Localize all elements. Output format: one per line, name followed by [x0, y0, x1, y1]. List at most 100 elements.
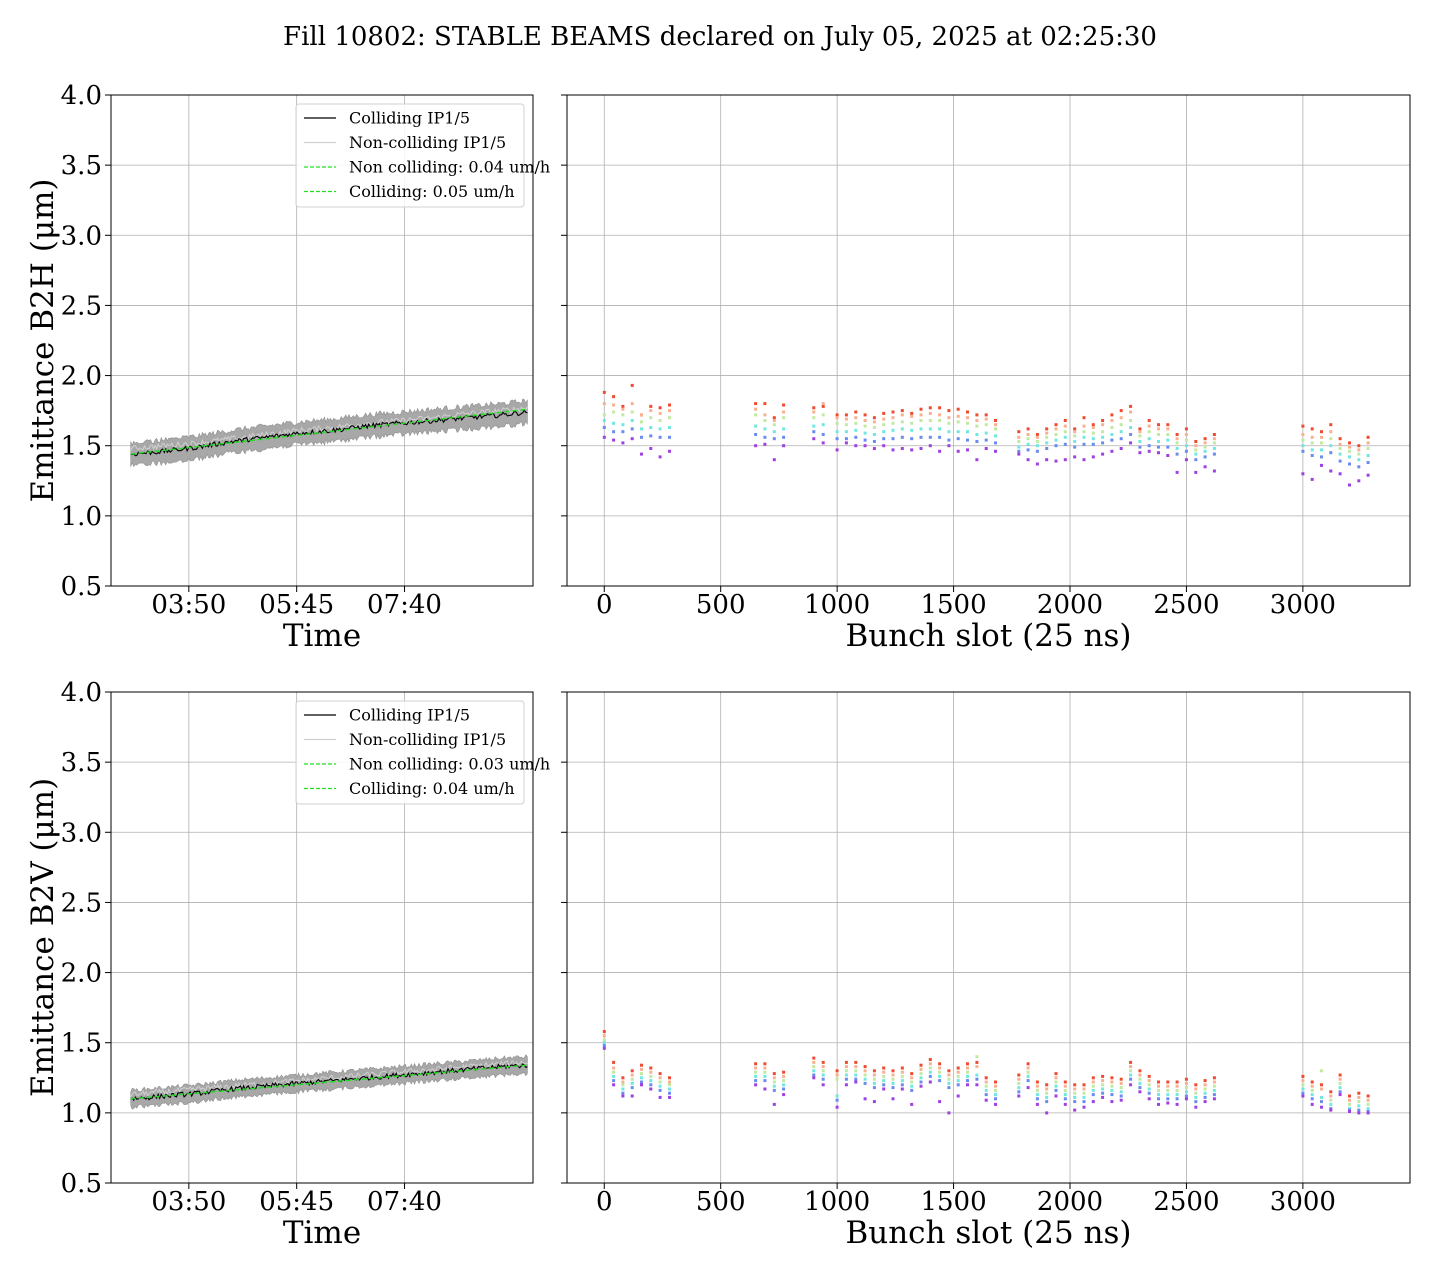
- scatter-point: [1357, 452, 1361, 456]
- scatter-point: [1320, 430, 1323, 434]
- scatter-point: [882, 437, 886, 441]
- scatter-point: [812, 424, 816, 428]
- scatter-point: [782, 1087, 786, 1091]
- scatter-point: [1166, 1080, 1170, 1084]
- scatter-point: [1035, 1093, 1039, 1097]
- scatter-point: [1310, 1084, 1314, 1088]
- scatter-point: [754, 407, 758, 411]
- scatter-point: [602, 1041, 606, 1045]
- scatter-point: [854, 428, 858, 432]
- scatter-point: [1119, 1077, 1123, 1081]
- x-axis-label: Bunch slot (25 ns): [845, 618, 1131, 654]
- scatter-point: [1157, 451, 1160, 455]
- scatter-point: [1184, 1086, 1188, 1090]
- scatter-point: [1320, 435, 1323, 439]
- scatter-point: [1147, 419, 1151, 422]
- scatter-point: [1320, 455, 1323, 459]
- scatter-point: [821, 1073, 825, 1077]
- x-tick-label: 03:50: [151, 590, 226, 620]
- scatter-point: [1157, 1097, 1160, 1101]
- scatter-point: [1035, 1080, 1039, 1084]
- scatter-point: [1166, 445, 1170, 449]
- scatter-point: [668, 435, 671, 439]
- legend-item: Colliding IP1/5: [304, 109, 470, 128]
- scatter-point: [1348, 445, 1351, 449]
- scatter-point: [821, 404, 825, 408]
- scatter-point: [812, 1065, 816, 1069]
- scatter-point: [1301, 433, 1305, 436]
- scatter-point: [1110, 413, 1114, 417]
- scatter-point: [772, 1084, 776, 1088]
- scatter-point: [966, 1070, 969, 1074]
- scatter-point: [956, 420, 960, 424]
- scatter-point: [966, 1066, 969, 1070]
- x-tick-label: 05:45: [259, 1187, 334, 1217]
- scatter-point: [1301, 1083, 1305, 1087]
- scatter-point: [947, 438, 951, 442]
- scatter-point: [1357, 479, 1361, 483]
- scatter-point: [1091, 423, 1095, 427]
- scatter-point: [1026, 1066, 1030, 1070]
- scatter-point: [1184, 1077, 1188, 1081]
- legend: Colliding IP1/5 Non-colliding IP1/5 Non co…: [295, 103, 550, 208]
- scatter-point: [835, 448, 839, 452]
- scatter-point: [872, 1081, 876, 1085]
- scatter-point: [621, 1091, 625, 1095]
- scatter-point: [782, 416, 786, 420]
- scatter-point: [1138, 434, 1142, 438]
- scatter-point: [1026, 1070, 1030, 1074]
- scatter-point: [640, 1083, 643, 1087]
- legend-item: Colliding: 0.05 um/h: [304, 182, 515, 201]
- scatter-point: [994, 434, 997, 438]
- scatter-point: [1063, 1093, 1067, 1097]
- scatter-point: [1129, 1065, 1133, 1069]
- scatter-point: [994, 1084, 997, 1088]
- scatter-point: [1017, 452, 1021, 456]
- y-tick-label: 1.0: [61, 502, 102, 532]
- scatter-point: [1329, 451, 1333, 455]
- scatter-point: [602, 402, 606, 406]
- scatter-point: [640, 452, 643, 456]
- scatter-point: [947, 1081, 951, 1085]
- scatter-point: [649, 404, 653, 408]
- scatter-point: [1310, 1080, 1314, 1084]
- scatter-point: [763, 413, 767, 417]
- scatter-point: [844, 1077, 848, 1081]
- scatter-point: [872, 1100, 876, 1104]
- x-axis-label: Time: [283, 1215, 361, 1251]
- scatter-point: [928, 444, 932, 448]
- scatter-point: [1138, 1086, 1142, 1090]
- scatter-point: [1348, 455, 1351, 459]
- scatter-point: [1110, 449, 1114, 453]
- scatter-point: [900, 409, 904, 413]
- x-tick-label: 500: [696, 590, 746, 620]
- scatter-point: [812, 1056, 816, 1060]
- y-tick-label: 3.5: [61, 748, 102, 778]
- scatter-point: [649, 416, 653, 420]
- scatter-point: [668, 416, 671, 420]
- x-tick-label: 0: [596, 590, 613, 620]
- scatter-point: [984, 431, 988, 435]
- scatter-point: [782, 403, 786, 407]
- scatter-point: [649, 1070, 653, 1074]
- scatter-point: [1203, 465, 1207, 469]
- scatter-point: [1101, 1074, 1105, 1078]
- scatter-point: [891, 416, 895, 420]
- scatter-point: [1301, 424, 1305, 428]
- scatter-point: [1063, 1097, 1067, 1101]
- scatter-point: [1184, 1090, 1188, 1094]
- scatter-point: [975, 419, 979, 422]
- scatter-point: [658, 1072, 662, 1076]
- scatter-point: [1073, 434, 1077, 438]
- scatter-point: [1138, 440, 1142, 443]
- scatter-point: [763, 1079, 767, 1083]
- scatter-point: [1110, 419, 1114, 422]
- scatter-point: [919, 407, 923, 411]
- scatter-point: [763, 435, 767, 439]
- scatter-point: [910, 1102, 914, 1106]
- scatter-point: [1082, 442, 1086, 446]
- scatter-point: [984, 1093, 988, 1097]
- scatter-point: [891, 1081, 895, 1085]
- scatter-point: [1357, 465, 1361, 469]
- scatter-point: [863, 431, 867, 435]
